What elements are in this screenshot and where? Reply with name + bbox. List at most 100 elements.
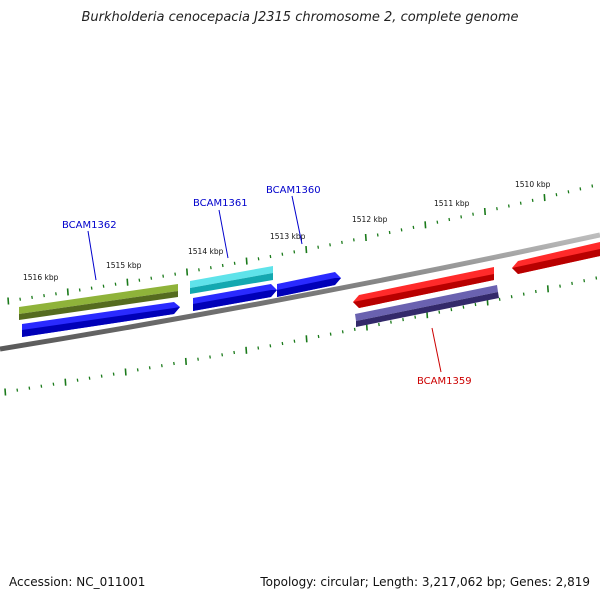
accession-label: Accession: NC_011001 [9, 575, 146, 589]
minor-tick [88, 376, 91, 380]
minor-tick [19, 297, 22, 301]
minor-tick [114, 282, 117, 286]
minor-tick [507, 204, 510, 208]
major-tick [64, 378, 67, 386]
minor-tick [16, 388, 19, 392]
gene-label-bcam1360[interactable]: BCAM1360 [266, 185, 321, 196]
scale-label: 1511 kbp [434, 199, 470, 208]
minor-tick [76, 378, 79, 382]
minor-tick [376, 233, 379, 237]
minor-tick [579, 187, 582, 191]
minor-tick [341, 240, 343, 245]
cyan-feature[interactable] [190, 266, 273, 294]
minor-tick [472, 212, 474, 216]
major-tick [184, 357, 187, 365]
minor-tick [400, 228, 403, 232]
minor-tick [197, 357, 199, 361]
label-line-bcam1361 [218, 209, 229, 259]
minor-tick [450, 307, 453, 312]
minor-tick [522, 292, 525, 296]
gene-labels: BCAM1359 BCAM1360 BCAM1361 BCAM1362 [62, 185, 472, 387]
scale-ticks-upper [7, 184, 594, 305]
minor-tick [555, 193, 558, 197]
minor-tick [412, 225, 415, 230]
scale-label: 1513 kbp [270, 232, 306, 241]
scale-labels: 1510 kbp 1511 kbp 1512 kbp 1513 kbp 1514… [23, 180, 551, 282]
label-line-bcam1359 [431, 327, 442, 373]
minor-tick [174, 272, 177, 276]
minor-tick [162, 274, 165, 278]
label-line-bcam1362 [87, 230, 97, 281]
minor-tick [55, 292, 57, 296]
minor-tick [209, 266, 212, 270]
major-tick [186, 268, 189, 276]
gene-label-bcam1362[interactable]: BCAM1362 [62, 220, 117, 231]
minor-tick [317, 245, 320, 249]
minor-tick [102, 284, 105, 288]
genome-backbone [0, 232, 600, 352]
minor-tick [510, 295, 513, 299]
gene-label-bcam1359[interactable]: BCAM1359 [417, 376, 472, 387]
minor-tick [31, 295, 33, 300]
minor-tick [531, 198, 534, 203]
minor-tick [317, 334, 320, 339]
major-tick [546, 285, 549, 293]
scale-label: 1516 kbp [23, 273, 59, 282]
scale-label: 1510 kbp [515, 180, 551, 189]
minor-tick [460, 215, 463, 219]
minor-tick [583, 279, 586, 283]
red-gene-right[interactable] [512, 242, 600, 274]
blue-gene-1360[interactable] [277, 272, 341, 297]
scale-label: 1515 kbp [106, 261, 142, 270]
minor-tick [148, 366, 151, 370]
minor-tick [591, 184, 594, 188]
minor-tick [221, 263, 224, 268]
blue-gene-1362[interactable] [22, 302, 180, 337]
minor-tick [52, 382, 55, 386]
minor-tick [100, 374, 103, 378]
major-tick [305, 246, 308, 254]
minor-tick [78, 288, 81, 292]
minor-tick [233, 350, 236, 355]
minor-tick [269, 254, 272, 259]
major-tick [126, 278, 129, 286]
minor-tick [257, 346, 260, 350]
scale-label: 1514 kbp [188, 247, 224, 256]
minor-tick [138, 278, 141, 282]
minor-tick [293, 339, 296, 343]
minor-tick [43, 293, 45, 298]
scale-label: 1512 kbp [352, 215, 388, 224]
gene-label-lines [87, 195, 442, 373]
minor-tick [390, 320, 392, 324]
minor-tick [209, 355, 211, 359]
minor-tick [329, 332, 332, 336]
minor-tick [595, 276, 598, 280]
minor-tick [519, 201, 522, 205]
minor-tick [402, 317, 404, 322]
slate-feature[interactable] [355, 285, 499, 327]
scale-ticks-lower [4, 276, 598, 396]
major-tick [543, 194, 546, 202]
olive-feature[interactable] [19, 284, 178, 320]
minor-tick [414, 315, 417, 319]
map-title: Burkholderia cenocepacia J2315 chromosom… [81, 10, 519, 25]
gene-label-bcam1361[interactable]: BCAM1361 [193, 198, 248, 209]
minor-tick [559, 284, 561, 288]
major-tick [66, 288, 69, 296]
minor-tick [160, 364, 163, 368]
topology-label: Topology: circular; Length: 3,217,062 bp… [260, 575, 590, 589]
minor-tick [567, 190, 570, 194]
major-tick [483, 207, 486, 216]
minor-tick [173, 361, 175, 366]
minor-tick [534, 289, 537, 294]
minor-tick [257, 257, 260, 261]
minor-tick [40, 384, 43, 388]
minor-tick [136, 368, 139, 372]
minor-tick [438, 310, 441, 314]
major-tick [245, 346, 248, 354]
minor-tick [293, 250, 296, 254]
minor-tick [474, 302, 477, 307]
red-gene-1359[interactable] [353, 267, 494, 308]
blue-gene-1361[interactable] [193, 284, 277, 311]
